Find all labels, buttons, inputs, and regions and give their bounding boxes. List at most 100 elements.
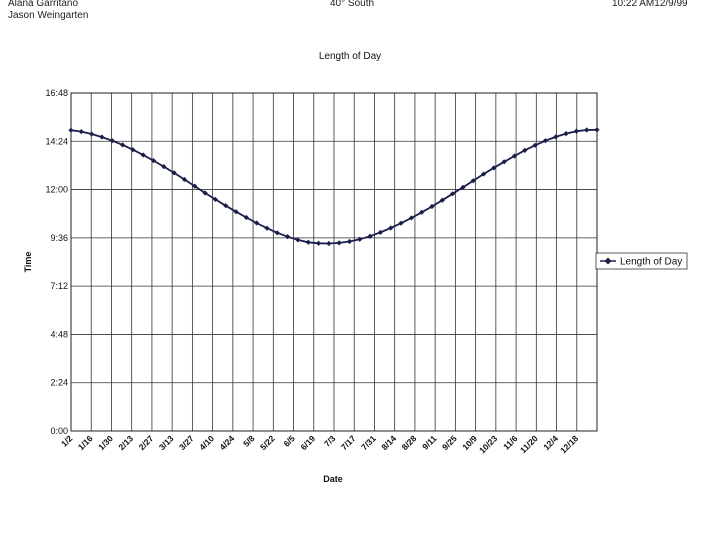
x-tick-label: 6/19 [298, 433, 317, 452]
data-point [78, 129, 84, 135]
y-tick-label: 14:24 [45, 136, 68, 146]
y-axis-title: Time [23, 252, 33, 273]
x-tick-label: 10/9 [460, 433, 479, 452]
data-point [264, 225, 270, 231]
data-point [367, 233, 373, 239]
data-point [388, 225, 394, 231]
timestamp-label: 10:22 AM12/9/99 [612, 0, 688, 9]
data-point [99, 134, 105, 140]
x-axis-title: Date [323, 474, 343, 484]
data-point [109, 138, 115, 144]
data-point [212, 196, 218, 203]
data-point [181, 176, 188, 183]
y-tick-label: 2:24 [50, 378, 68, 388]
data-point [305, 239, 311, 245]
data-point [398, 220, 404, 226]
x-tick-label: 12/18 [558, 433, 580, 455]
chart-legend: Length of Day [595, 252, 688, 270]
data-point [542, 138, 549, 144]
data-point [470, 178, 476, 184]
data-point [563, 131, 569, 137]
data-point [161, 164, 167, 170]
x-tick-label: 10/23 [477, 433, 499, 455]
y-tick-label: 16:48 [45, 88, 68, 98]
x-tick-label: 7/3 [322, 433, 338, 449]
data-point [460, 184, 466, 190]
x-tick-label: 3/13 [157, 433, 176, 452]
x-tick-label: 9/11 [420, 433, 439, 452]
data-point [594, 127, 600, 133]
data-point [357, 236, 363, 242]
data-point [336, 240, 342, 246]
legend-marker-icon [604, 257, 612, 265]
author-name-2: Jason Weingarten [8, 10, 89, 21]
data-point [150, 158, 157, 164]
data-point [429, 203, 435, 210]
legend-box [595, 252, 688, 270]
data-point [223, 203, 229, 209]
data-point [573, 128, 579, 134]
data-point [315, 240, 322, 246]
chart-grid [70, 92, 597, 432]
x-tick-label: 11/20 [518, 433, 540, 455]
x-axis-ticks: 1/2 1/16 1/30 2/13 2/27 3/13 3/27 4/10 4/24 5/8 5/… [59, 433, 580, 455]
data-point [532, 142, 538, 148]
x-tick-label: 7/31 [359, 433, 378, 452]
data-point [377, 229, 384, 236]
data-point [491, 165, 497, 171]
x-tick-label: 1/16 [76, 433, 95, 452]
y-tick-label: 4:48 [50, 329, 68, 339]
data-point [192, 183, 198, 189]
x-tick-label: 5/8 [241, 433, 257, 449]
data-point [130, 147, 136, 153]
x-tick-label: 2/13 [116, 433, 135, 452]
series-line [70, 128, 598, 245]
x-tick-label: 4/24 [217, 433, 236, 452]
data-point [254, 220, 260, 226]
data-point [439, 197, 445, 203]
author-name-1: Alana Garritano [8, 0, 79, 9]
data-point [233, 209, 239, 215]
y-tick-label: 7:12 [50, 281, 68, 291]
x-tick-label: 2/27 [137, 433, 156, 452]
data-point [501, 159, 507, 165]
data-point [408, 215, 414, 221]
x-tick-label: 7/17 [339, 433, 358, 452]
data-point [89, 131, 95, 137]
data-point [284, 234, 291, 240]
series-length-of-day [68, 127, 600, 247]
x-tick-label: 8/14 [379, 433, 398, 452]
data-point [346, 238, 353, 245]
y-tick-label: 9:36 [50, 233, 68, 243]
x-tick-label: 8/28 [400, 433, 419, 452]
x-tick-label: 6/5 [282, 433, 298, 449]
location-label: 40° South [330, 0, 375, 9]
data-point [584, 127, 590, 133]
data-point [202, 190, 208, 196]
data-point [480, 171, 487, 177]
y-axis-ticks: 0:00 2:24 4:48 7:12 9:36 12:00 14:24 16:48 [45, 88, 68, 436]
data-point [511, 153, 518, 159]
data-point [295, 237, 301, 243]
y-tick-label: 12:00 [45, 185, 68, 195]
data-point [243, 214, 249, 221]
data-point [553, 134, 559, 140]
data-point [140, 152, 146, 158]
x-tick-label: 9/25 [440, 433, 459, 452]
data-point [450, 191, 456, 197]
data-point [326, 240, 332, 247]
author-names: Alana Garritano Jason Weingarten [8, 0, 88, 22]
x-tick-label: 5/22 [258, 433, 277, 452]
data-point [419, 209, 425, 215]
data-point [274, 230, 280, 236]
data-point [522, 147, 528, 153]
x-tick-label: 11/6 [501, 433, 520, 452]
x-tick-label: 12/4 [541, 433, 560, 452]
data-point [68, 127, 74, 133]
legend-entry-length-of-day: Length of Day [620, 257, 682, 268]
data-point [119, 142, 126, 148]
y-tick-label: 0:00 [50, 426, 68, 436]
x-tick-label: 3/27 [177, 433, 196, 452]
data-point [171, 170, 177, 176]
